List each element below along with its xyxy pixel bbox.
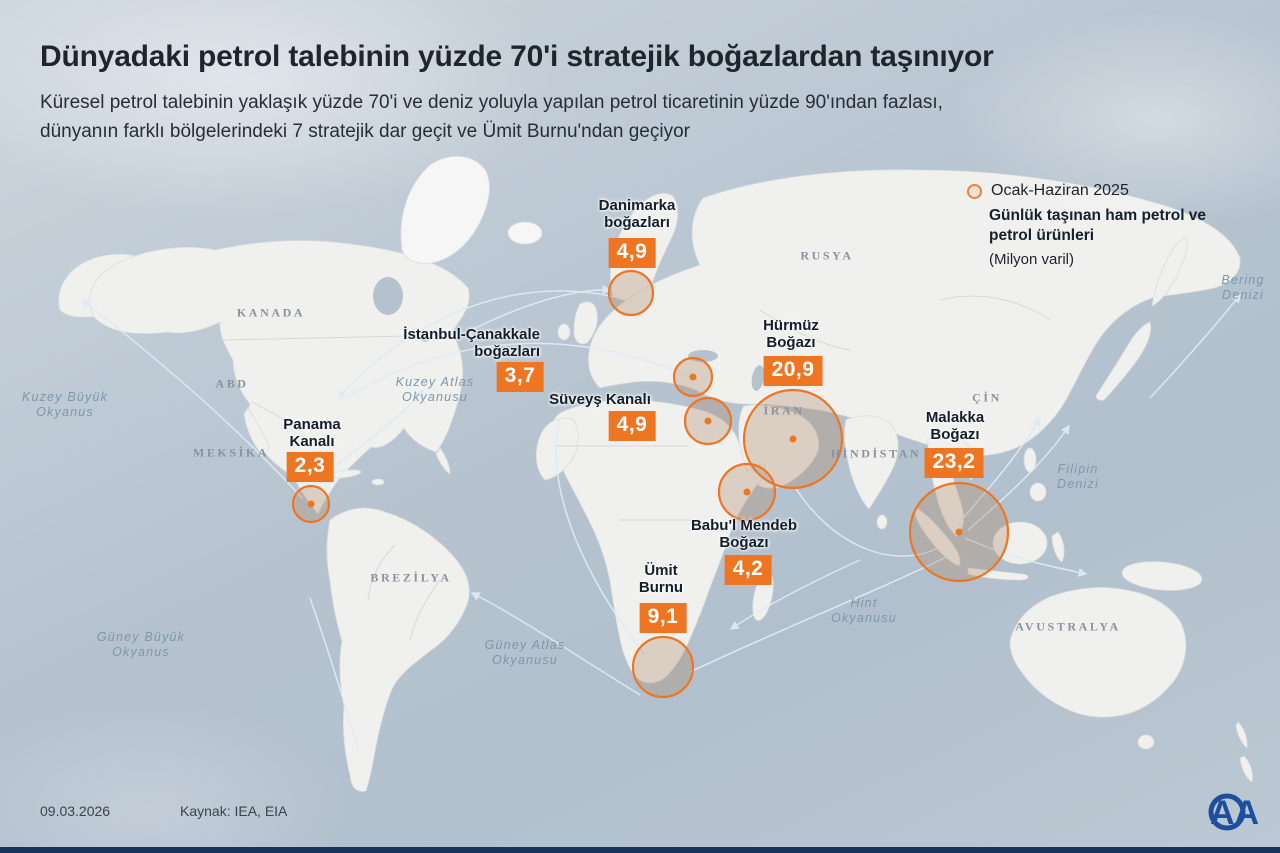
chokepoint-label-babu-l-mendeb-bo-az-: Babu'l Mendeb Boğazı bbox=[691, 517, 797, 551]
country-label-3: BREZİLYA bbox=[370, 570, 452, 585]
chokepoint-value-badge-danimarka-bo-azlar-: 4,9 bbox=[608, 238, 656, 268]
subtitle-line-1: Küresel petrol talebinin yaklaşık yüzde … bbox=[40, 92, 943, 113]
anadolu-agency-logo: AA bbox=[1202, 784, 1264, 841]
country-label-0: KANADA bbox=[236, 305, 306, 320]
chokepoint-value-badge--mit-burnu: 9,1 bbox=[639, 603, 687, 633]
page-title: Dünyadaki petrol talebinin yüzde 70'i st… bbox=[40, 40, 994, 73]
legend-unit: (Milyon varil) bbox=[989, 251, 1075, 268]
chokepoint-value-badge-panama-kanal-: 2,3 bbox=[286, 452, 334, 482]
water-label-line: Denizi bbox=[1222, 288, 1264, 302]
chokepoint-label-line: İstanbul-Çanakkale bbox=[403, 326, 540, 343]
chokepoint-value-badge-s-vey-kanal-: 4,9 bbox=[608, 411, 656, 441]
water-label-line: Güney Büyük bbox=[96, 630, 186, 644]
page-subtitle: Küresel petrol talebinin yaklaşık yüzde … bbox=[40, 88, 1100, 146]
country-label-7: HİNDİSTAN bbox=[830, 446, 922, 461]
chokepoint-label-line: Boğazı bbox=[766, 334, 816, 351]
shipping-routes bbox=[80, 285, 1241, 749]
chokepoint-label-line: Ümit bbox=[644, 562, 678, 579]
water-label-line: Okyanus bbox=[112, 645, 170, 659]
water-label-line: Okyanusu bbox=[492, 653, 558, 667]
chokepoint-center-dot-malakka-bo-az- bbox=[955, 528, 963, 536]
chokepoint-label-line: Kanalı bbox=[289, 433, 335, 450]
footer-source: Kaynak: IEA, EIA bbox=[180, 803, 288, 819]
water-label-line: Güney Atlas bbox=[484, 638, 566, 652]
legend-metric-line-1: Günlük taşınan ham petrol ve bbox=[989, 207, 1207, 224]
chokepoint-center-dot-s-vey-kanal- bbox=[704, 417, 712, 425]
chokepoint-label-line: Danimarka bbox=[598, 197, 676, 214]
chokepoint-center-dot-i-stanbul-anakkale-bo-azlar- bbox=[689, 373, 697, 381]
chokepoint-value-badge-babu-l-mendeb-bo-az-: 4,2 bbox=[724, 555, 772, 585]
water-label-line: Denizi bbox=[1057, 477, 1099, 491]
chokepoint-value-badge-malakka-bo-az-: 23,2 bbox=[924, 448, 984, 478]
country-label-8: AVUSTRALYA bbox=[1015, 619, 1121, 634]
chokepoint-label-line: boğazları bbox=[604, 214, 670, 231]
chokepoint-label-line: boğazları bbox=[474, 343, 540, 360]
chokepoint-circle-danimarka-bo-azlar- bbox=[607, 269, 655, 317]
chokepoint-label--mit-burnu: Ümit Burnu bbox=[639, 562, 683, 596]
chokepoint-center-dot-panama-kanal- bbox=[307, 500, 315, 508]
chokepoint-label-line: Malakka bbox=[925, 409, 985, 426]
country-label-5: İRAN bbox=[763, 403, 805, 418]
chokepoint-center-dot-h-rm-z-bo-az- bbox=[789, 435, 797, 443]
water-label-line: Filipin bbox=[1057, 462, 1099, 476]
legend-period-row: Ocak-Haziran 2025 bbox=[967, 182, 1227, 200]
chokepoint-label-i-stanbul-anakkale-bo-azlar-: İstanbul-Çanakkale boğazları bbox=[403, 326, 540, 360]
water-label-line: Okyanus bbox=[36, 405, 94, 419]
subtitle-line-2: dünyanın farklı bölgelerindeki 7 stratej… bbox=[40, 121, 690, 142]
aa-logo-icon: AA bbox=[1208, 793, 1259, 832]
svg-text:AA: AA bbox=[1210, 794, 1259, 832]
water-label-0: Kuzey Büyük Okyanus bbox=[22, 390, 108, 420]
country-label-6: ÇİN bbox=[972, 390, 1002, 405]
water-label-line: Okyanusu bbox=[402, 390, 468, 404]
water-label-4: Hint Okyanusu bbox=[831, 596, 897, 626]
chokepoint-value-badge-h-rm-z-bo-az-: 20,9 bbox=[763, 356, 823, 386]
water-label-line: Hint bbox=[850, 596, 878, 610]
water-label-3: Güney Atlas Okyanusu bbox=[485, 638, 566, 668]
chokepoint-label-line: Panama bbox=[283, 416, 341, 433]
country-label-2: MEKSİKA bbox=[192, 445, 270, 460]
chokepoint-circle--mit-burnu bbox=[631, 635, 695, 699]
chokepoint-label-line: Boğazı bbox=[930, 426, 980, 443]
chokepoint-value-badge-i-stanbul-anakkale-bo-azlar-: 3,7 bbox=[496, 362, 544, 392]
water-label-1: Güney Büyük Okyanus bbox=[97, 630, 185, 660]
chokepoint-label-line: Babu'l Mendeb bbox=[690, 517, 798, 534]
country-label-1: ABD bbox=[215, 376, 249, 391]
chokepoint-label-line: Hürmüz bbox=[763, 317, 819, 334]
legend-metric: Günlük taşınan ham petrol ve petrol ürün… bbox=[989, 206, 1227, 246]
chokepoint-label-h-rm-z-bo-az-: Hürmüz Boğazı bbox=[763, 317, 819, 351]
water-label-line: Okyanusu bbox=[831, 611, 897, 625]
continents bbox=[58, 156, 1253, 792]
chokepoint-label-panama-kanal-: Panama Kanalı bbox=[283, 416, 341, 450]
chokepoint-label-malakka-bo-az-: Malakka Boğazı bbox=[926, 409, 984, 443]
legend-period: Ocak-Haziran 2025 bbox=[991, 182, 1129, 199]
water-label-line: Kuzey Atlas bbox=[395, 375, 475, 389]
chokepoint-center-dot-babu-l-mendeb-bo-az- bbox=[743, 488, 751, 496]
bottom-navy-bar bbox=[0, 847, 1280, 853]
chokepoint-label-danimarka-bo-azlar-: Danimarka boğazları bbox=[599, 197, 676, 231]
chokepoint-label-s-vey-kanal-: Süveyş Kanalı bbox=[549, 391, 651, 408]
legend-metric-line-2: petrol ürünleri bbox=[989, 227, 1095, 244]
water-label-2: Kuzey Atlas Okyanusu bbox=[396, 375, 475, 405]
water-label-line: Kuzey Büyük bbox=[21, 390, 109, 404]
country-borders bbox=[221, 295, 1051, 641]
chokepoint-label-line: Burnu bbox=[638, 579, 684, 596]
orange-ring-icon bbox=[967, 183, 982, 199]
water-label-6: Filipin Denizi bbox=[1057, 462, 1099, 492]
water-label-line: Bering bbox=[1221, 273, 1265, 287]
water-label-5: Bering Denizi bbox=[1221, 273, 1264, 303]
legend: Ocak-Haziran 2025 Günlük taşınan ham pet… bbox=[967, 182, 1227, 268]
footer-date: 09.03.2026 bbox=[40, 803, 111, 819]
chokepoint-label-line: Süveyş Kanalı bbox=[549, 391, 651, 408]
country-label-4: RUSYA bbox=[800, 248, 854, 263]
chokepoint-circles bbox=[291, 269, 1010, 699]
chokepoint-label-line: Boğazı bbox=[719, 534, 769, 551]
